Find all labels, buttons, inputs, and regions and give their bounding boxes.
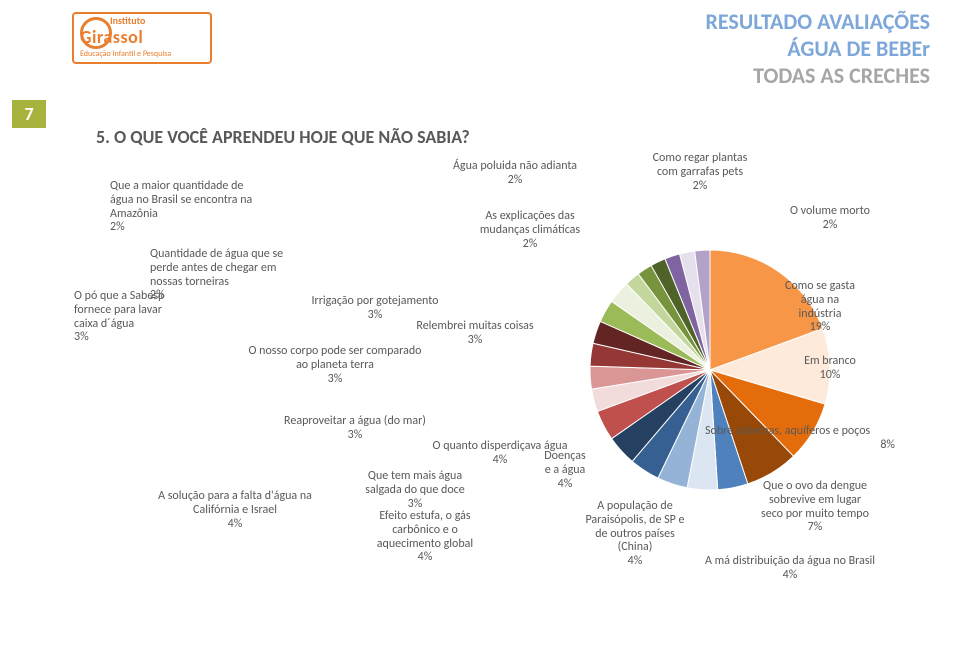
lbl-amazonia: Que a maior quantidade deágua no Brasil … [110, 180, 300, 235]
page: Instituto Girassol Educação Infantil e P… [0, 0, 960, 660]
logo: Instituto Girassol Educação Infantil e P… [72, 12, 212, 64]
lbl-poluida: Água poluida não adianta2% [430, 160, 600, 188]
header-block: RESULTADO AVALIAÇÕES ÁGUA DE BEBEr TODAS… [706, 8, 930, 89]
header-line2: ÁGUA DE BEBEr [706, 35, 930, 62]
header-line1: RESULTADO AVALIAÇÕES [706, 8, 930, 35]
page-number-badge: 7 [12, 100, 46, 128]
lbl-industria: Como se gastaágua naindústria19% [770, 280, 870, 335]
logo-tag: Educação Infantil e Pesquisa [80, 49, 171, 59]
lbl-regar: Como regar plantascom garrafas pets2% [635, 152, 765, 193]
lbl-estufa: Efeito estufa, o gáscarbônico e oaquecim… [350, 510, 500, 565]
lbl-madist: A má distribuição da água no Brasil4% [680, 555, 900, 583]
question-title: 5. O QUE VOCÊ APRENDEU HOJE QUE NÃO SABI… [96, 126, 470, 148]
header-line3: TODAS AS CRECHES [706, 62, 930, 89]
lbl-sabesp: O pó que a Sabespfornece para lavarcaixa… [74, 290, 204, 345]
lbl-dengue: Que o ovo da denguesobrevive em lugarsec… [740, 480, 890, 535]
lbl-disp: O quanto disperdiçava água4% [410, 440, 590, 468]
chart-area: Que a maior quantidade deágua no Brasil … [90, 160, 870, 640]
lbl-reap: Reaproveitar a água (do mar)3% [260, 415, 450, 443]
lbl-clima: As explicações dasmudanças climáticas2% [460, 210, 600, 251]
lbl-salgada: Que tem mais águasalgada do que doce3% [340, 470, 490, 511]
lbl-morto: O volume morto2% [780, 205, 880, 233]
lbl-relembrei: Relembrei muitas coisas3% [400, 320, 550, 348]
lbl-calif: A solução para a falta d'água naCalifórn… [130, 490, 340, 531]
logo-name: Girassol [80, 26, 143, 48]
lbl-corpo: O nosso corpo pode ser comparadoao plane… [220, 345, 450, 386]
lbl-cisternas: Sobre cisternas, aquíferos e poços8% [705, 425, 925, 453]
lbl-branco: Em branco10% [790, 355, 870, 383]
lbl-popul: A população deParaisópolis, de SP ede ou… [560, 500, 710, 569]
